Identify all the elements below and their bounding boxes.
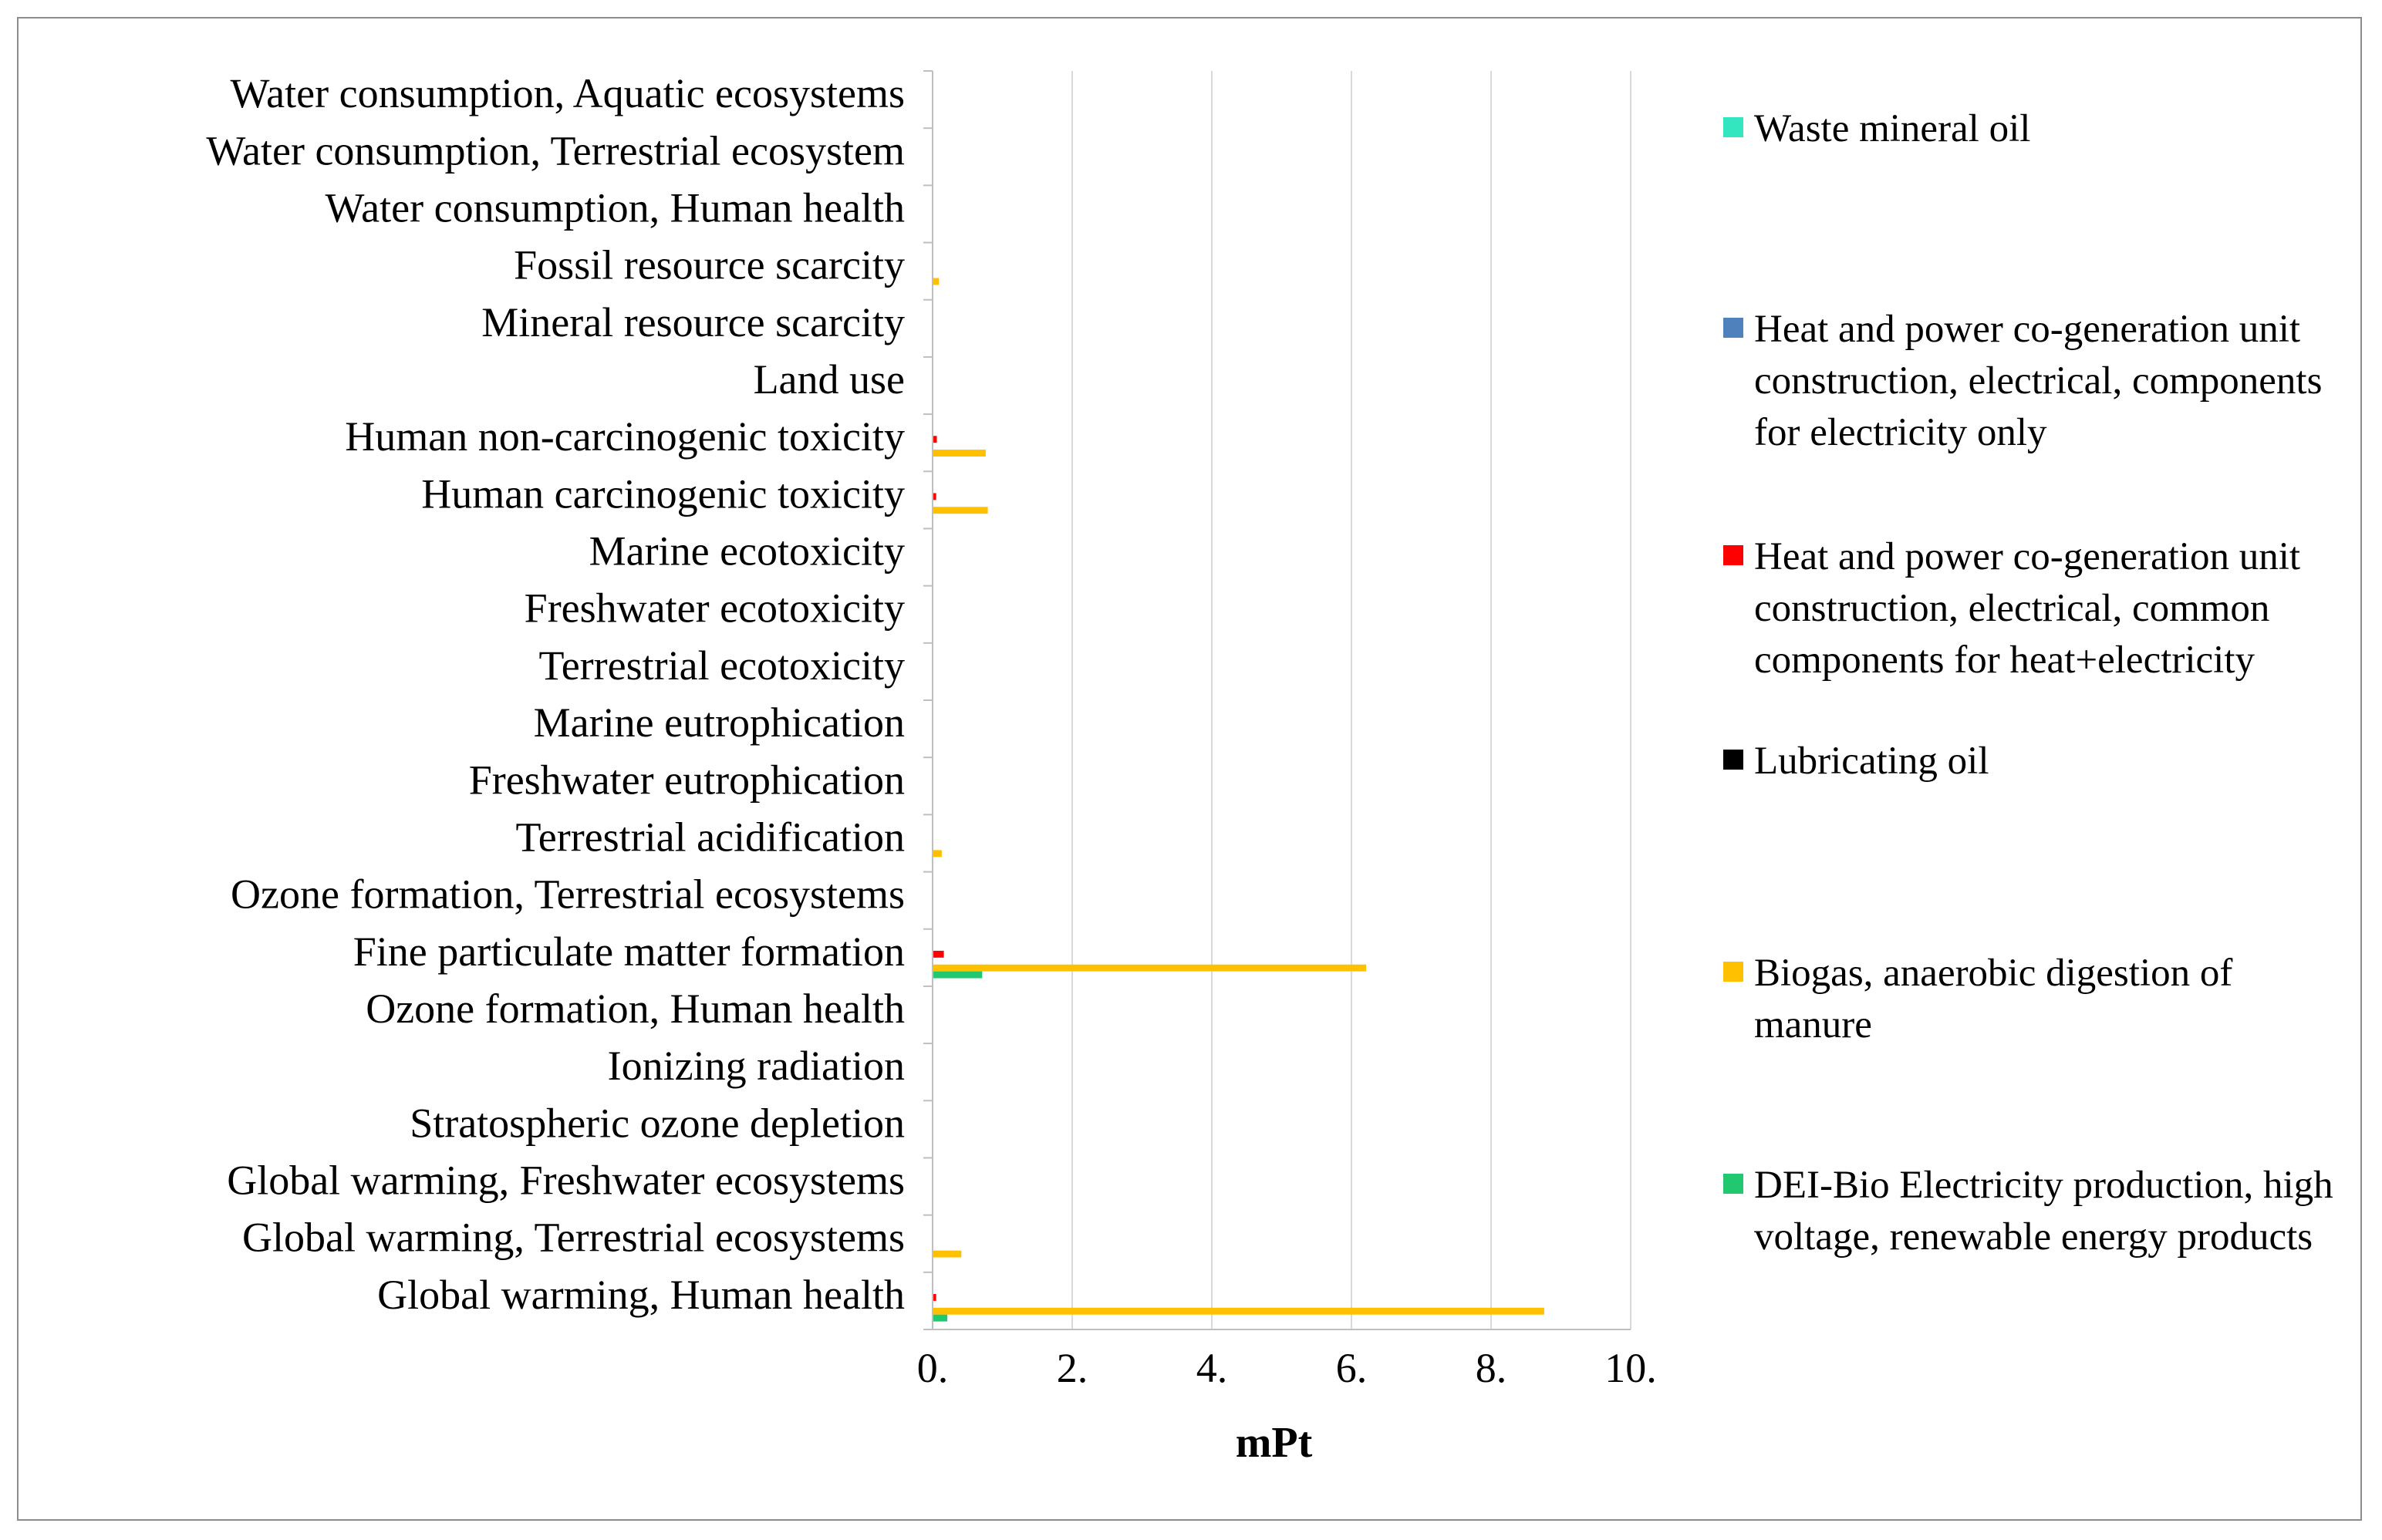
legend-swatch <box>1723 318 1743 338</box>
bars <box>933 278 1544 1322</box>
category-label: Freshwater eutrophication <box>469 757 905 803</box>
bar <box>933 278 940 285</box>
x-tick-label: 2. <box>1057 1345 1088 1391</box>
legend-item: Waste mineral oil <box>1723 103 2348 155</box>
legend-swatch <box>1723 1174 1743 1194</box>
category-label: Global warming, Human health <box>377 1272 905 1318</box>
bar <box>933 436 937 443</box>
x-axis-title: mPt <box>1236 1419 1313 1467</box>
x-tick-label: 4. <box>1196 1345 1228 1391</box>
legend-label: Heat and power co-generation unit constr… <box>1754 308 2323 454</box>
bar <box>933 450 986 457</box>
category-label: Fine particulate matter formation <box>353 928 905 975</box>
x-tick-labels: 0. 2. 4. 6. 8. 10. <box>917 1345 1657 1391</box>
legend-label: Heat and power co-generation unit constr… <box>1754 535 2301 682</box>
bar-chart: Water consumption, Aquatic ecosystems Wat… <box>206 70 1657 1467</box>
bar <box>933 1307 1544 1315</box>
legend-swatch <box>1723 545 1743 565</box>
category-label: Ionizing radiation <box>608 1043 905 1089</box>
bar <box>933 1314 948 1322</box>
bar <box>933 971 983 979</box>
bar <box>933 1250 962 1258</box>
gridlines <box>1071 71 1631 1329</box>
legend-label: Waste mineral oil <box>1754 107 2031 150</box>
category-label: Land use <box>754 356 905 403</box>
legend-item: Lubricating oil <box>1723 736 2348 787</box>
category-label: Mineral resource scarcity <box>481 299 905 345</box>
axes <box>923 70 1631 1330</box>
legend-swatch <box>1723 750 1743 770</box>
category-label: Human non-carcinogenic toxicity <box>345 413 905 460</box>
category-label: Human carcinogenic toxicity <box>421 470 905 517</box>
bar <box>933 850 942 858</box>
category-label: Stratospheric ozone depletion <box>410 1100 905 1146</box>
category-label: Water consumption, Terrestrial ecosystem <box>206 127 905 174</box>
category-label: Ozone formation, Terrestrial ecosystems <box>231 871 905 918</box>
bar <box>933 964 1367 972</box>
x-tick-label: 10. <box>1604 1345 1657 1391</box>
legend-item: Heat and power co-generation unit constr… <box>1723 304 2348 459</box>
category-label: Terrestrial ecotoxicity <box>538 642 905 689</box>
legend: Waste mineral oil Heat and power co-gener… <box>1723 103 2356 1337</box>
category-label: Freshwater ecotoxicity <box>525 585 905 632</box>
x-tick-label: 8. <box>1476 1345 1507 1391</box>
legend-item: DEI-Bio Electricity production, high vol… <box>1723 1160 2348 1263</box>
bar <box>933 507 988 514</box>
bar <box>933 950 944 958</box>
bar <box>933 493 936 500</box>
chart-frame: Water consumption, Aquatic ecosystems Wat… <box>17 17 2362 1521</box>
legend-item: Biogas, anaerobic digestion of manure <box>1723 948 2348 1051</box>
category-label: Water consumption, Human health <box>326 184 905 231</box>
bar <box>933 1294 936 1301</box>
x-tick-label: 0. <box>917 1345 949 1391</box>
legend-label: DEI-Bio Electricity production, high vol… <box>1754 1164 2333 1259</box>
category-label: Global warming, Terrestrial ecosystems <box>242 1215 905 1261</box>
legend-swatch <box>1723 117 1743 137</box>
legend-swatch <box>1723 962 1743 982</box>
legend-item: Heat and power co-generation unit constr… <box>1723 531 2348 686</box>
x-tick-label: 6. <box>1336 1345 1368 1391</box>
category-labels: Water consumption, Aquatic ecosystems Wat… <box>206 70 905 1318</box>
category-label: Terrestrial acidification <box>516 814 905 860</box>
category-label: Ozone formation, Human health <box>366 986 905 1032</box>
category-label: Fossil resource scarcity <box>514 242 905 288</box>
legend-label: Biogas, anaerobic digestion of manure <box>1754 952 2233 1046</box>
category-label: Water consumption, Aquatic ecosystems <box>231 70 905 116</box>
category-label: Marine eutrophication <box>534 699 905 746</box>
legend-label: Lubricating oil <box>1754 740 1989 783</box>
category-label: Marine ecotoxicity <box>589 528 905 575</box>
category-label: Global warming, Freshwater ecosystems <box>227 1158 905 1204</box>
